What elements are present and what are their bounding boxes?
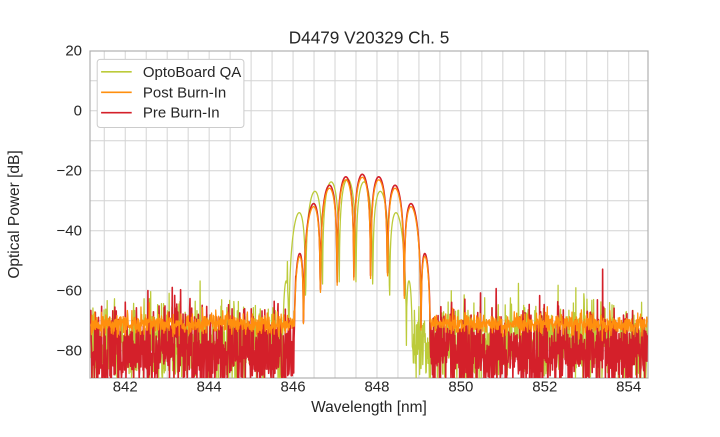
svg-text:0: 0 <box>74 103 82 120</box>
svg-text:−20: −20 <box>57 163 82 180</box>
svg-text:854: 854 <box>616 379 641 396</box>
svg-text:D4479 V20329 Ch. 5: D4479 V20329 Ch. 5 <box>289 28 450 48</box>
svg-text:848: 848 <box>364 379 389 396</box>
svg-text:852: 852 <box>532 379 557 396</box>
svg-text:OptoBoard QA: OptoBoard QA <box>143 64 241 81</box>
svg-text:846: 846 <box>281 379 306 396</box>
svg-text:−40: −40 <box>57 223 82 240</box>
svg-text:−80: −80 <box>57 343 82 360</box>
svg-text:844: 844 <box>197 379 222 396</box>
svg-text:20: 20 <box>65 43 82 60</box>
svg-text:Post Burn-In: Post Burn-In <box>143 84 226 101</box>
svg-text:842: 842 <box>113 379 138 396</box>
svg-text:850: 850 <box>448 379 473 396</box>
svg-text:Pre Burn-In: Pre Burn-In <box>143 105 220 122</box>
svg-text:Optical Power [dB]: Optical Power [dB] <box>6 150 23 278</box>
svg-text:Wavelength [nm]: Wavelength [nm] <box>311 399 427 416</box>
svg-text:−60: −60 <box>57 283 82 300</box>
